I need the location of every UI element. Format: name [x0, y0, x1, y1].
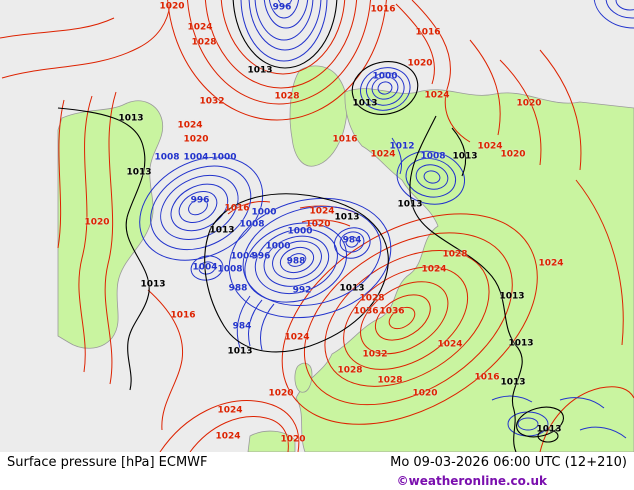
pressure-label: 1028 — [337, 365, 363, 376]
low-central-arctic — [228, 197, 392, 351]
pressure-label: 1013 — [452, 151, 478, 162]
land-layer — [57, 65, 634, 452]
high-siberia — [281, 213, 538, 425]
pressure-label: 1024 — [215, 431, 241, 442]
pressure-label: 1024 — [370, 149, 396, 160]
pressure-label: 1020 — [183, 134, 209, 145]
pressure-label: 1013 — [536, 424, 562, 435]
pressure-label: 1008 — [217, 264, 243, 275]
pressure-label: 984 — [342, 235, 362, 246]
land-greenland — [289, 65, 348, 167]
pressure-label: 1013 — [499, 291, 525, 302]
pressure-label: 1016 — [332, 134, 358, 145]
pressure-label: 1020 — [407, 58, 433, 69]
pressure-label: 1008 — [239, 219, 265, 230]
pressure-label: 1016 — [170, 310, 196, 321]
pressure-label: 1008 — [420, 151, 446, 162]
pressure-label: 996 — [272, 2, 292, 13]
pressure-label: 1013 — [339, 283, 365, 294]
pressure-label: 984 — [232, 321, 252, 332]
isobar-1013 — [57, 0, 565, 452]
pressure-label: 1004 — [183, 152, 209, 163]
low-top — [240, 0, 328, 62]
pressure-label: 1013 — [209, 225, 235, 236]
pressure-label: 1020 — [280, 434, 306, 445]
pressure-label: 992 — [292, 285, 312, 296]
pressure-label: 1020 — [84, 217, 110, 228]
pressure-label: 1000 — [372, 71, 398, 82]
pressure-label: 1013 — [118, 113, 144, 124]
pressure-label: 1024 — [421, 264, 447, 275]
isobars-low — [139, 0, 634, 439]
pressure-label: 1016 — [224, 203, 250, 214]
pressure-label: 1024 — [424, 90, 450, 101]
pressure-label: 1013 — [126, 167, 152, 178]
pressure-label: 1013 — [352, 98, 378, 109]
pressure-label: 1028 — [359, 293, 385, 304]
pressure-label: 1020 — [268, 388, 294, 399]
pressure-map: 1020 996 1016 1024 1016 1028 1020 1013 1000 1024 1… — [0, 0, 634, 452]
pressure-label: 1013 — [334, 212, 360, 223]
pressure-label: 1016 — [474, 372, 500, 383]
low-svalbard — [360, 67, 411, 111]
pressure-label: 1000 — [287, 226, 313, 237]
pressure-label: 1016 — [370, 4, 396, 15]
pressure-label: 988 — [228, 283, 248, 294]
status-bar: Surface pressure [hPa] ECMWF Mo 09-03-20… — [0, 452, 634, 490]
pressure-label: 1036 — [379, 306, 405, 317]
low-kara — [391, 137, 466, 205]
pressure-label: 1024 — [187, 22, 213, 33]
pressure-label: 988 — [286, 256, 306, 267]
pressure-label: 1013 — [500, 377, 526, 388]
pressure-label: 1032 — [362, 349, 388, 360]
pressure-label: 1016 — [415, 27, 441, 38]
pressure-label: 1013 — [227, 346, 253, 357]
land-iberia — [247, 430, 296, 452]
pressure-label: 1020 — [516, 98, 542, 109]
pressure-label: 1024 — [437, 339, 463, 350]
pressure-label: 1028 — [377, 375, 403, 386]
pressure-labels: 1020 996 1016 1024 1016 1028 1020 1013 1000 1024 1… — [84, 1, 564, 445]
pressure-label: 1020 — [159, 1, 185, 12]
map-canvas — [0, 0, 634, 452]
pressure-label: 1024 — [217, 405, 243, 416]
pressure-label: 1013 — [140, 279, 166, 290]
pressure-label: 1013 — [508, 338, 534, 349]
low-top-right-corner — [593, 0, 634, 29]
pressure-label: 1036 — [353, 306, 379, 317]
pressure-label: 1024 — [177, 120, 203, 131]
pressure-label: 1024 — [309, 206, 335, 217]
pressure-label: 996 — [251, 251, 271, 262]
low-north-america — [139, 156, 264, 281]
pressure-label: 1000 — [265, 241, 291, 252]
pressure-label: 1004 — [230, 251, 256, 262]
pressure-label: 1032 — [199, 96, 225, 107]
pressure-label: 1020 — [412, 388, 438, 399]
pressure-label: 996 — [190, 195, 210, 206]
pressure-label: 1012 — [389, 141, 415, 152]
pressure-label: 1008 — [154, 152, 180, 163]
pressure-label: 1028 — [442, 249, 468, 260]
pressure-label: 1004 — [192, 262, 218, 273]
pressure-label: 1020 — [500, 149, 526, 160]
pressure-label: 1024 — [284, 332, 310, 343]
map-datetime: Mo 09-03-2026 06:00 UTC (12+210) — [390, 455, 627, 470]
map-title: Surface pressure [hPa] ECMWF — [7, 455, 208, 470]
pressure-label: 1000 — [251, 207, 277, 218]
pressure-label: 1013 — [397, 199, 423, 210]
pressure-label: 1024 — [477, 141, 503, 152]
copyright-link[interactable]: ©weatheronline.co.uk — [396, 474, 547, 488]
pressure-label: 1024 — [538, 258, 564, 269]
pressure-label: 1020 — [305, 219, 331, 230]
pressure-label: 1000 — [211, 152, 237, 163]
pressure-label: 1028 — [191, 37, 217, 48]
pressure-label: 1013 — [247, 65, 273, 76]
pressure-label: 1028 — [274, 91, 300, 102]
land-eurasia — [295, 88, 634, 452]
